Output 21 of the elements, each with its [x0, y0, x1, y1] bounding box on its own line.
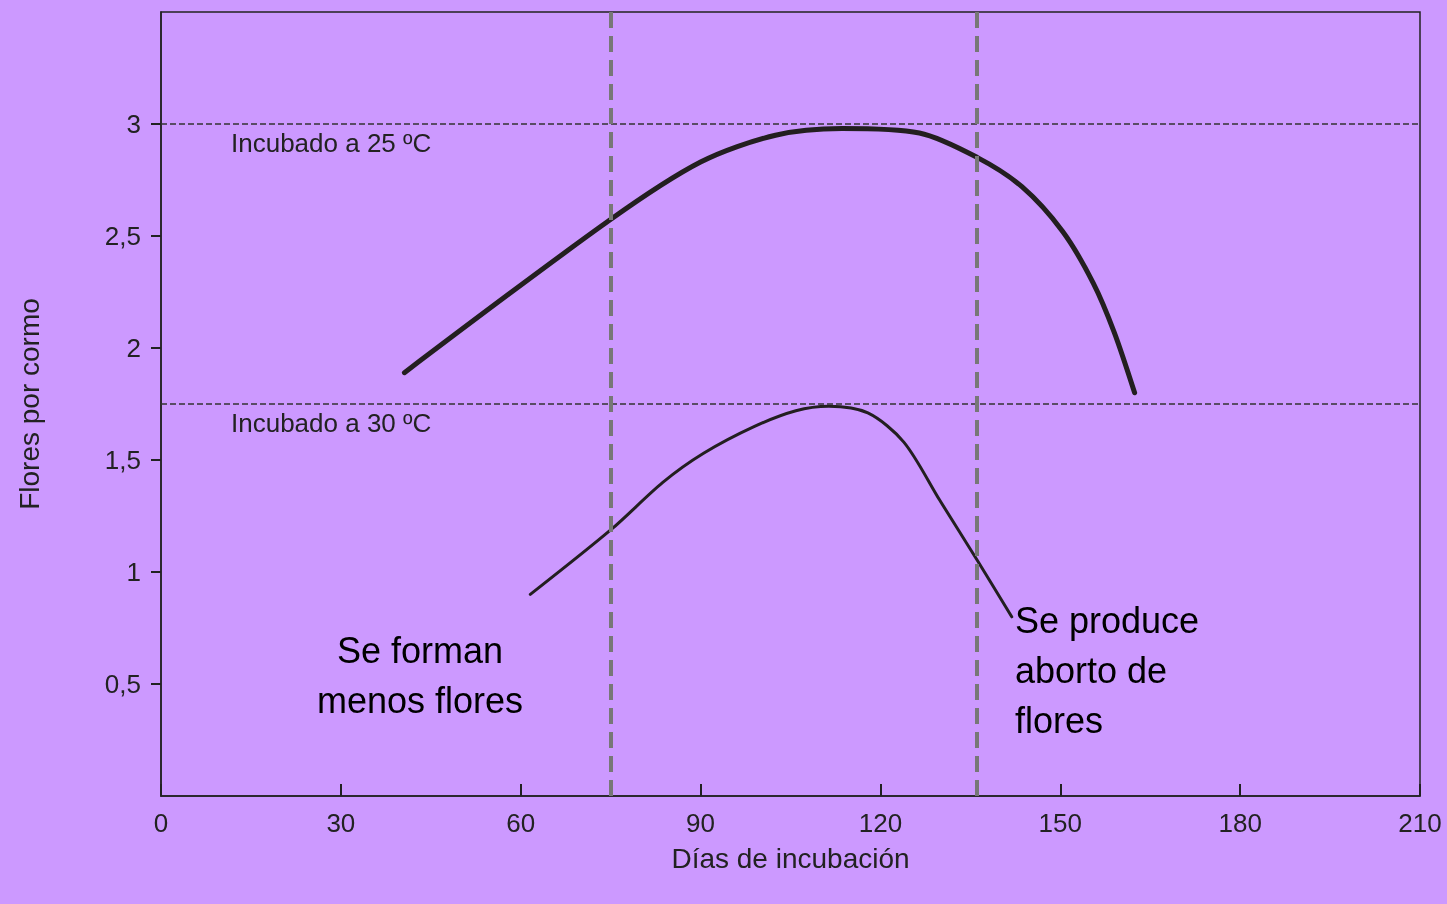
y-tick-label: 1	[126, 557, 141, 587]
y-tick-label: 0,5	[104, 669, 141, 699]
x-tick-label: 120	[858, 808, 903, 838]
x-tick-label: 180	[1218, 808, 1262, 838]
x-tick-label: 30	[326, 808, 356, 838]
annotation: Se produce aborto de flores	[1015, 599, 1200, 741]
x-tick-label: 210	[1398, 808, 1442, 838]
y-axis-title: Flores por cormo	[13, 298, 45, 510]
x-tick-label: 0	[153, 808, 169, 838]
y-tick-label: 1,5	[104, 445, 141, 475]
x-tick-label: 150	[1038, 808, 1082, 838]
line-series	[528, 404, 1014, 619]
y-tick-label: 2	[126, 333, 141, 363]
y-tick-label: 2,5	[104, 221, 141, 251]
annotation: Se forman menos flores	[316, 629, 524, 721]
x-tick-label: 60	[506, 808, 536, 838]
ref-line-label: Incubado a 25 ºC	[231, 128, 432, 158]
x-tick-label: 90	[686, 808, 716, 838]
x-axis-title: Días de incubación	[671, 842, 910, 874]
y-tick-label: 3	[126, 109, 141, 139]
ref-line-label: Incubado a 30 ºC	[231, 408, 432, 438]
